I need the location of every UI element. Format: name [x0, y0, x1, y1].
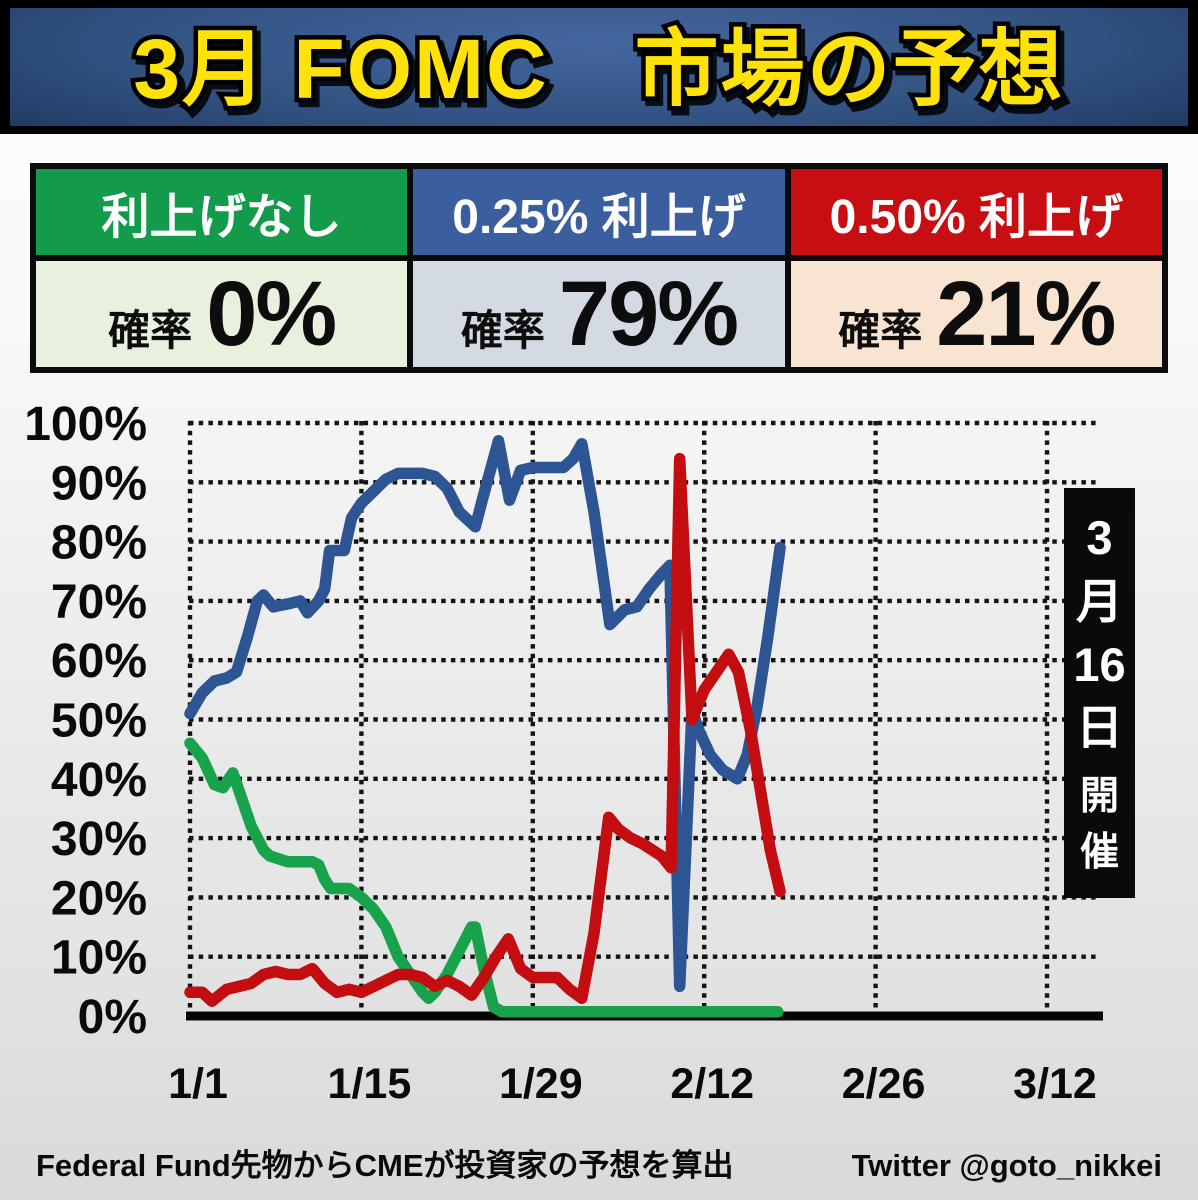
table-value-cell-50bp: 確率 21% [790, 261, 1162, 367]
table-header-25bp-hike: 0.25% 利上げ [413, 169, 785, 255]
probability-group: 確率 0% [108, 263, 337, 365]
probability-value-50bp: 21% [936, 263, 1116, 365]
table-header-no-hike: 利上げなし [36, 169, 408, 255]
x-tick-label: 1/15 [328, 1060, 412, 1108]
x-tick-label: 1/1 [168, 1060, 228, 1108]
probability-table: 利上げなし 0.25% 利上げ 0.50% 利上げ 確率 0% 確率 79% 確… [30, 163, 1168, 373]
probability-group: 確率 79% [460, 263, 739, 365]
table-value-cell-no-hike: 確率 0% [36, 261, 408, 367]
probability-value-no-hike: 0% [206, 263, 337, 365]
y-tick-label: 90% [51, 457, 147, 510]
event-date-char: 月 [1076, 574, 1123, 628]
y-tick-label: 100% [24, 398, 147, 451]
page-title: 3月 FOMC 市場の予想 [133, 22, 1064, 116]
event-date-box: 3 月 16 日 開 催 [1064, 488, 1135, 898]
probability-word: 確率 [838, 307, 923, 354]
x-tick-label: 1/29 [499, 1060, 583, 1108]
event-label-char: 催 [1079, 830, 1119, 874]
event-date-char: 3 [1086, 511, 1113, 565]
series-line-no-hike [184, 737, 784, 1018]
series-line-hike-50bp [184, 452, 786, 1007]
y-tick-label: 60% [51, 635, 147, 688]
probability-word: 確率 [460, 307, 545, 354]
probability-value-25bp: 79% [558, 263, 739, 365]
y-tick-label: 40% [51, 754, 147, 807]
y-tick-label: 10% [51, 932, 147, 985]
gridlines [187, 420, 1100, 1013]
table-value-cell-25bp: 確率 79% [413, 261, 785, 367]
y-tick-label: 0% [78, 991, 147, 1044]
x-axis-labels: 1/1 1/15 1/29 2/12 2/26 3/12 [168, 1060, 1097, 1108]
x-tick-label: 2/26 [842, 1060, 926, 1108]
title-banner: 3月 FOMC 市場の予想 [0, 0, 1198, 134]
twitter-credit: Twitter @goto_nikkei [851, 1148, 1162, 1183]
event-date-char: 日 [1076, 701, 1123, 755]
probability-line-chart: 100% 90% 80% 70% 60% 50% 40% 30% 20% 10% 0% 1/1 1/15… [24, 398, 1103, 1108]
y-tick-label: 50% [51, 695, 147, 748]
source-note: Federal Fund先物からCMEが投資家の予想を算出 [36, 1148, 734, 1183]
x-tick-label: 2/12 [670, 1060, 754, 1108]
event-label-char: 開 [1079, 775, 1119, 819]
y-tick-label: 20% [51, 872, 147, 925]
y-tick-label: 70% [51, 576, 147, 629]
y-tick-label: 80% [51, 517, 147, 570]
event-date-char: 16 [1073, 637, 1126, 691]
footer: Federal Fund先物からCMEが投資家の予想を算出 Twitter @g… [0, 1140, 1198, 1185]
probability-group: 確率 21% [838, 263, 1116, 365]
y-axis-labels: 100% 90% 80% 70% 60% 50% 40% 30% 20% 10% 0% [24, 398, 147, 1044]
y-tick-label: 30% [51, 813, 147, 866]
x-tick-label: 3/12 [1013, 1060, 1097, 1108]
table-header-50bp-hike: 0.50% 利上げ [790, 169, 1162, 255]
title-banner-background: 3月 FOMC 市場の予想 [10, 8, 1188, 126]
probability-word: 確率 [108, 307, 193, 354]
series-line-hike-25bp [184, 435, 786, 993]
title-svg: 3月 FOMC 市場の予想 [129, 18, 1067, 121]
